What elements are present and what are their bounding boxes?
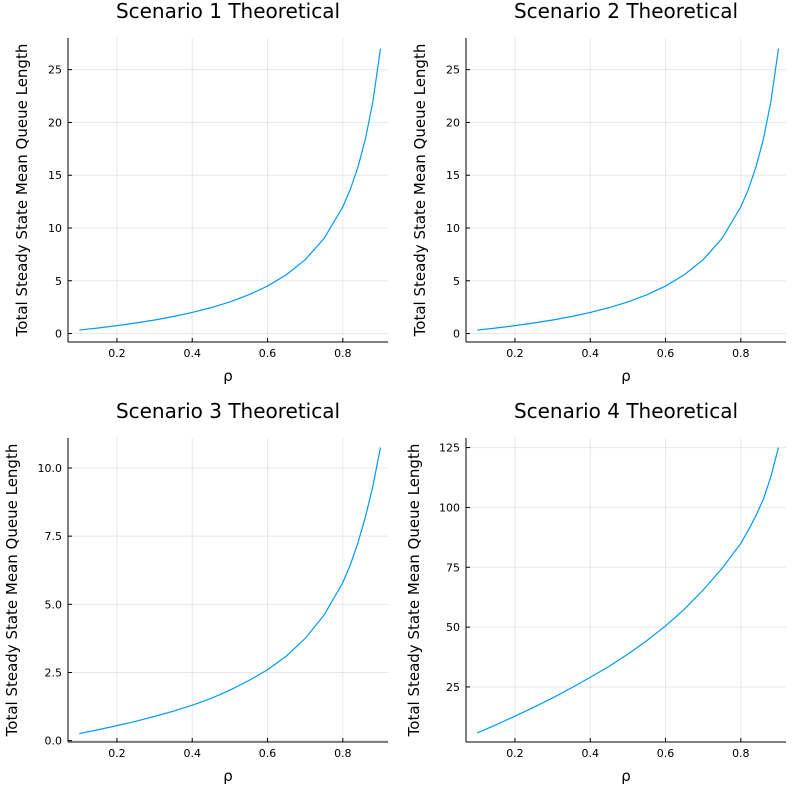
y-tick-label: 10 (48, 222, 62, 235)
y-tick-label: 25 (446, 64, 460, 77)
y-tick-label: 10.0 (38, 462, 63, 475)
y-tick-label: 15 (48, 169, 62, 182)
x-tick-label: 0.6 (259, 747, 277, 760)
chart-title: Scenario 2 Theoretical (514, 0, 738, 23)
y-tick-label: 0.0 (45, 735, 63, 748)
x-tick-label: 0.4 (183, 347, 201, 360)
x-tick-label: 0.4 (183, 747, 201, 760)
y-tick-label: 125 (439, 442, 460, 455)
y-tick-label: 5 (453, 275, 460, 288)
y-tick-label: 5 (55, 275, 62, 288)
subplot-1: 0.2 0.4 0.6 0.8 0 5 10 15 20 25 Scenario 1 Theoret… (13, 0, 388, 385)
series-line (79, 48, 382, 331)
y-tick-label: 2.5 (45, 666, 63, 679)
x-tick-label: 0.6 (657, 347, 675, 360)
chart-title: Scenario 1 Theoretical (116, 0, 340, 23)
chart-title: Scenario 4 Theoretical (514, 399, 738, 423)
y-tick-label: 25 (446, 681, 460, 694)
series-line (477, 447, 780, 734)
y-axis-label: Total Steady State Mean Queue Length (13, 44, 31, 338)
y-axis-label: Total Steady State Mean Queue Length (3, 444, 21, 738)
series-line (79, 447, 382, 735)
y-tick-label: 10 (446, 222, 460, 235)
subplot-3: 0.2 0.4 0.6 0.8 0.0 2.5 5.0 7.5 10.0 Scenario 3 T… (3, 399, 388, 785)
y-tick-label: 5.0 (45, 598, 63, 611)
x-tick-label: 0.4 (581, 347, 599, 360)
x-tick-label: 0.2 (506, 347, 524, 360)
x-tick-label: 0.6 (259, 347, 277, 360)
y-tick-label: 75 (446, 561, 460, 574)
y-tick-label: 20 (446, 116, 460, 129)
x-axis-label: ρ (223, 767, 233, 785)
x-tick-label: 0.8 (732, 347, 750, 360)
y-tick-label: 15 (446, 169, 460, 182)
y-tick-label: 50 (446, 621, 460, 634)
x-axis-label: ρ (621, 767, 631, 785)
chart-title: Scenario 3 Theoretical (116, 399, 340, 423)
y-tick-label: 20 (48, 116, 62, 129)
x-tick-label: 0.8 (732, 747, 750, 760)
x-tick-label: 0.6 (657, 747, 675, 760)
y-tick-label: 25 (48, 64, 62, 77)
x-axis-label: ρ (223, 367, 233, 385)
x-tick-label: 0.4 (581, 747, 599, 760)
series-line (477, 48, 780, 331)
x-tick-label: 0.8 (334, 347, 352, 360)
subplot-4: 0.2 0.4 0.6 0.8 25 50 75 100 125 Scenario 4 Theor… (405, 399, 786, 785)
y-tick-label: 7.5 (45, 530, 63, 543)
y-axis-label: Total Steady State Mean Queue Length (411, 44, 429, 338)
y-tick-label: 0 (453, 328, 460, 341)
x-axis-label: ρ (621, 367, 631, 385)
y-tick-label: 100 (439, 501, 460, 514)
y-axis-label: Total Steady State Mean Queue Length (405, 444, 423, 738)
x-tick-label: 0.8 (334, 747, 352, 760)
y-tick-label: 0 (55, 328, 62, 341)
subplot-2: 0.2 0.4 0.6 0.8 0 5 10 15 20 25 Scenario 2 Theoret… (411, 0, 786, 385)
x-tick-label: 0.2 (108, 747, 126, 760)
x-tick-label: 0.2 (506, 747, 524, 760)
x-tick-label: 0.2 (108, 347, 126, 360)
